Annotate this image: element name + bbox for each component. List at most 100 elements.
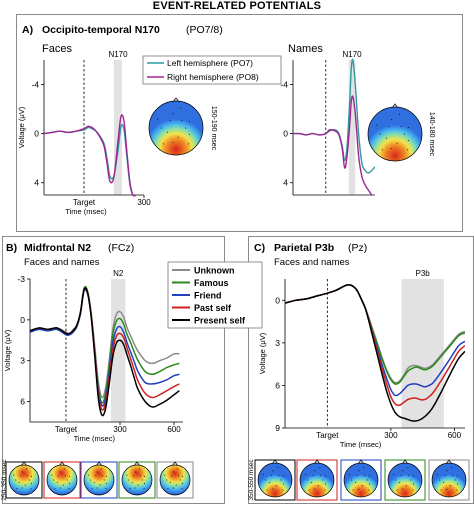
n2-topomap-4-nose — [171, 461, 179, 467]
n2-topomap-0-electrode — [15, 479, 17, 481]
p3b-topomap-2-electrode — [366, 479, 368, 481]
p3b-topomap-3-electrode — [399, 482, 401, 484]
faces-x-axis-label: Time (msec) — [65, 207, 107, 216]
n2-topomap-3-electrode — [143, 483, 145, 485]
n2-y-tick-label: 6 — [20, 397, 25, 407]
faces-topomap — [148, 100, 204, 156]
p3b-series-present-self — [285, 283, 465, 422]
p3b-topomap-1-electrode — [311, 482, 313, 484]
names-topomap-electrode — [391, 119, 393, 121]
n2-topomap-3-electrode — [143, 488, 145, 490]
n2-topomap-label: 250-350 msec — [1, 459, 8, 501]
n2-topomap-3-electrode — [134, 487, 136, 489]
n2-topomap-3-electrode — [131, 481, 133, 483]
p3b-highlight-window — [401, 279, 444, 428]
figure-title: EVENT-RELATED POTENTIALS — [152, 0, 322, 12]
p3b-x-axis-label: Time (msec) — [340, 440, 382, 449]
n2-topomap-3-electrode — [143, 475, 145, 477]
faces-topomap-electrode — [169, 120, 171, 122]
n2-topomap-4-electrode — [171, 475, 173, 477]
panel-a-letter: A) — [22, 24, 33, 36]
n2-topomap-3-electrode — [129, 488, 131, 490]
p3b-topomap-4-electrode — [456, 483, 458, 485]
p3b-topomap-1-electrode — [317, 485, 319, 487]
p3b-topomap-0-electrode — [280, 479, 282, 481]
n2-series-friend — [30, 288, 180, 407]
n2-y-axis-label: Voltage (μV) — [3, 329, 12, 371]
p3b-topomap-2-electrode — [361, 485, 363, 487]
n2-topomap-1-electrode — [62, 484, 64, 486]
p3b-topomap-2-electrode — [349, 473, 351, 475]
faces-topomap-nose — [172, 97, 180, 103]
n2-topomap-1-electrode — [68, 483, 70, 485]
faces-topomap-electrode — [181, 120, 183, 122]
n2-topomap-0-electrode — [21, 471, 23, 473]
p3b-topomap-0-electrode — [277, 467, 279, 469]
p3b-y-tick-label: 0 — [275, 295, 280, 305]
n2-topomap-3-electrode — [134, 471, 136, 473]
p3b-topomap-1-electrode — [314, 470, 316, 472]
legend-label-past-self: Past self — [194, 303, 232, 313]
n2-topomap-1-electrode — [59, 471, 61, 473]
panel-a-names-subtitle: Names — [288, 43, 323, 55]
n2-topomap-1-electrode — [51, 474, 53, 476]
names-y-tick-label: 4 — [283, 178, 288, 188]
n2-topomap-2 — [83, 464, 115, 496]
p3b-topomap-4-nose — [445, 459, 453, 465]
n2-y-tick-label: -3 — [17, 274, 25, 284]
n2-topomap-4-electrode — [181, 483, 183, 485]
n2-topomap-1-electrode — [58, 475, 60, 477]
p3b-topomap-0-electrode — [269, 482, 271, 484]
n2-topomap-3-electrode — [137, 484, 139, 486]
p3b-topomap-4-electrode — [446, 470, 448, 472]
n2-topomap-0-electrode — [30, 475, 32, 477]
n2-topomap-1-electrode — [53, 479, 55, 481]
p3b-topomap-0-electrode — [282, 475, 284, 477]
p3b-topomap-0-electrode — [275, 485, 277, 487]
p3b-topomap-0-electrode — [282, 483, 284, 485]
p3b-topomap-2-electrode — [351, 479, 353, 481]
p3b-topomap-4 — [431, 462, 467, 498]
faces-topomap-label: 150-190 msec — [210, 106, 217, 151]
faces-topomap-electrode — [172, 113, 174, 115]
p3b-topomap-4-electrode — [449, 485, 451, 487]
p3b-topomap-3-electrode — [412, 475, 414, 477]
names-y-tick-label: -4 — [280, 80, 288, 90]
n2-topomap-0-electrode — [30, 483, 32, 485]
p3b-topomap-4-electrode — [443, 482, 445, 484]
names-topomap-electrode — [385, 137, 387, 139]
panel-a-legend-box — [142, 55, 282, 85]
p3b-topomap-3-electrode — [412, 483, 414, 485]
n2-topomap-4-electrode — [175, 484, 177, 486]
names-topomap-electrode — [388, 126, 390, 128]
n2-topomap-0-electrode — [28, 479, 30, 481]
legend-label-famous: Famous — [194, 278, 229, 288]
names-topomap-electrode — [399, 113, 401, 115]
p3b-topomap-1-electrode — [305, 473, 307, 475]
n2-x-tick-label: 600 — [167, 425, 181, 434]
names-y-tick-label: 0 — [283, 129, 288, 139]
n2-y-tick-label: 0 — [20, 315, 25, 325]
legend-label-left-hemisphere: Left hemisphere (PO7) — [167, 58, 253, 68]
n2-topomap-4-electrode — [177, 475, 179, 477]
n2-topomap-1-electrode — [56, 481, 58, 483]
p3b-topomap-1-electrode — [324, 483, 326, 485]
faces-y-axis-label: Voltage (μV) — [17, 106, 26, 148]
p3b-topomap-2-electrode — [358, 470, 360, 472]
p3b-topomap-3-electrode — [402, 488, 404, 490]
p3b-topomap-2-electrode — [368, 489, 370, 491]
p3b-topomap-4-electrode — [444, 474, 446, 476]
names-topomap-label: 140-180 msec — [428, 112, 435, 157]
n2-topomap-3-electrode — [128, 479, 130, 481]
p3b-topomap-3-electrode — [412, 489, 414, 491]
n2-topomap-3-electrode — [133, 475, 135, 477]
p3b-topomap-0 — [257, 462, 293, 498]
p3b-topomap-3-electrode — [407, 467, 409, 469]
p3b-topomap-0-electrode — [272, 470, 274, 472]
n2-topomap-4-electrode — [179, 479, 181, 481]
faces-topomap-electrode — [180, 107, 182, 109]
faces-x-tick-label: 300 — [137, 198, 151, 207]
p3b-topomap-2-electrode — [356, 474, 358, 476]
